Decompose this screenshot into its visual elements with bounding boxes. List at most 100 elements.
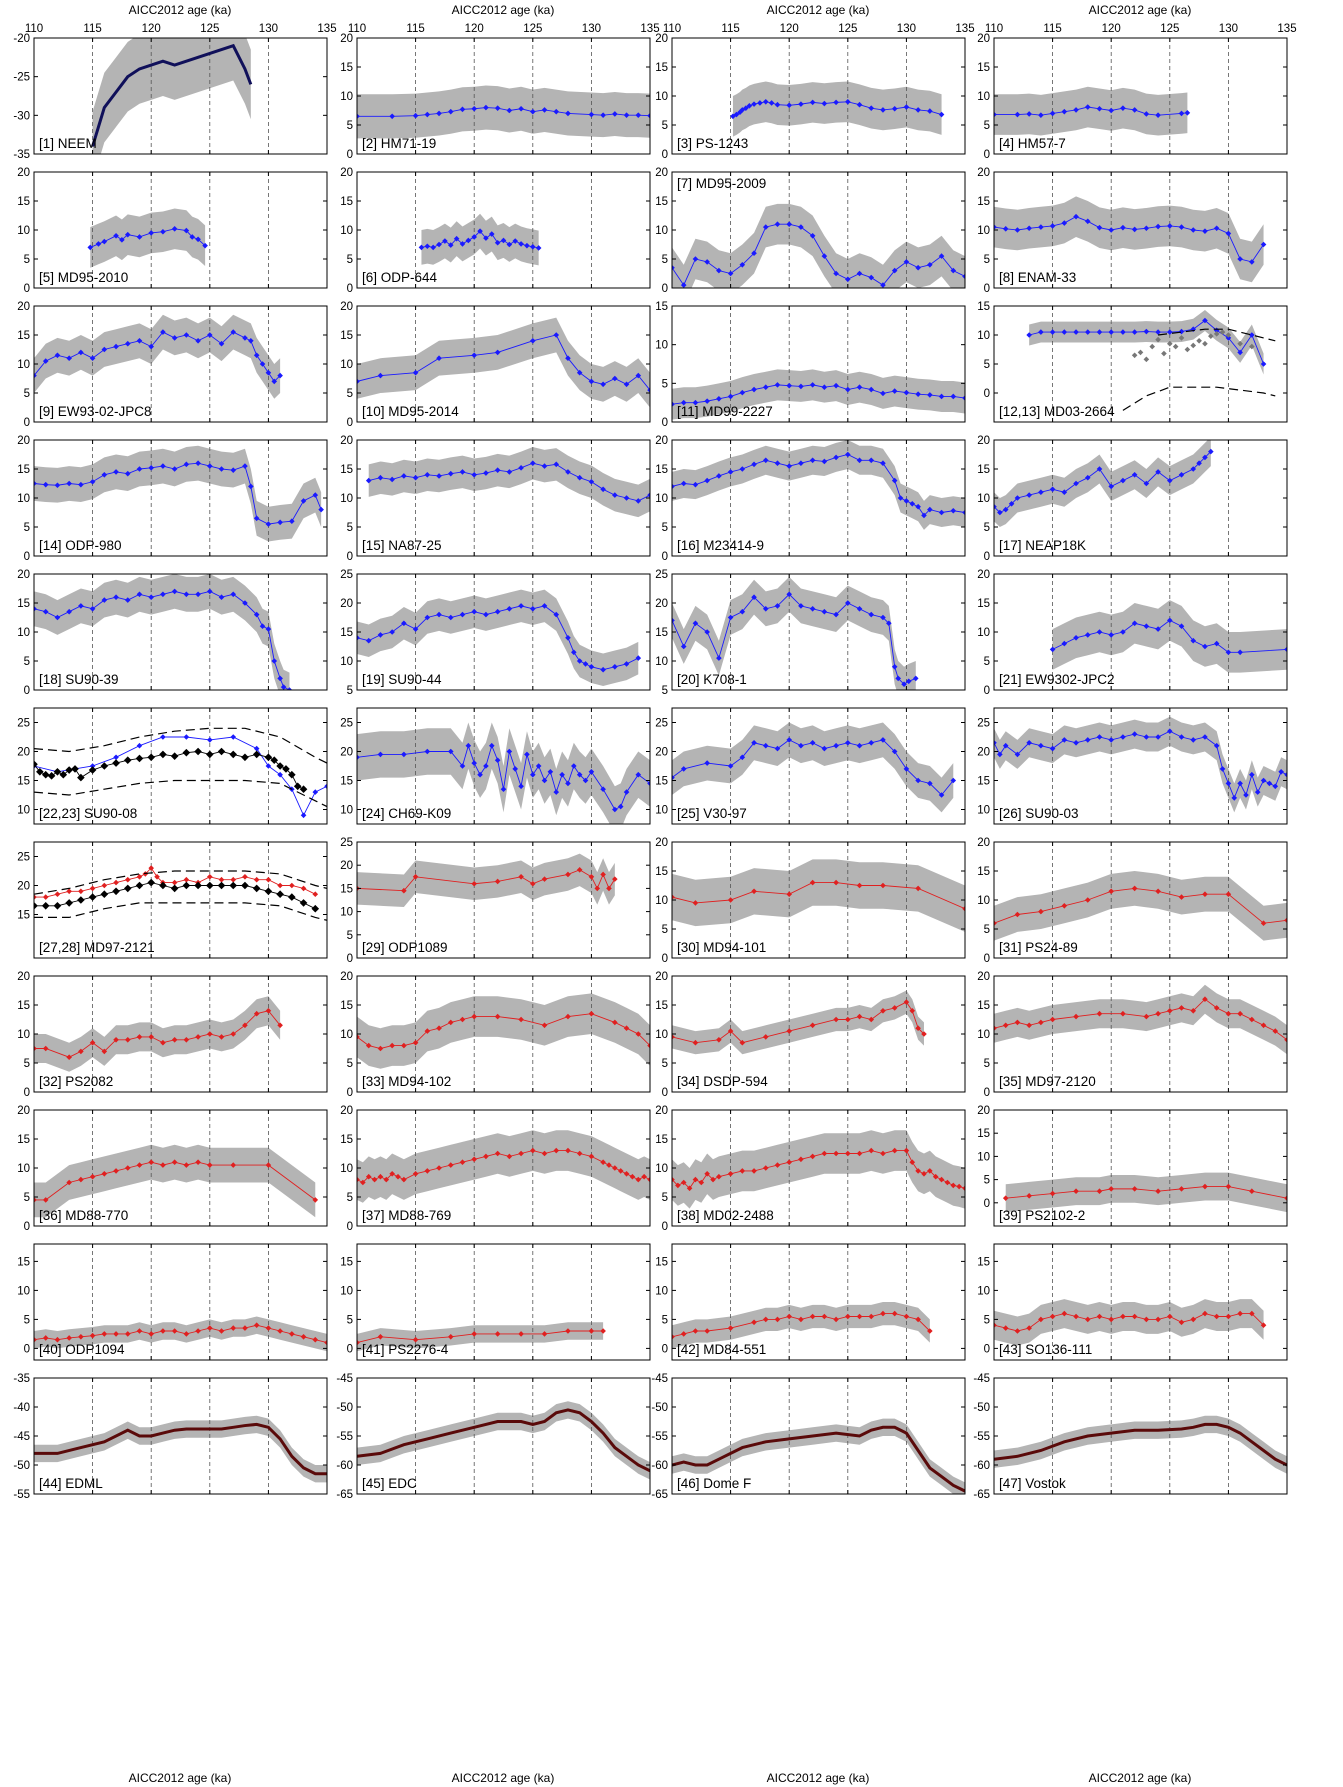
- y-tick-label: 15: [977, 62, 990, 74]
- y-tick-label: 10: [655, 805, 668, 817]
- plot-area: [672, 1378, 965, 1494]
- y-tick-label: 15: [340, 1134, 353, 1146]
- y-tick-label: 25: [17, 718, 30, 730]
- y-tick-label: 20: [17, 301, 30, 313]
- data-point: [483, 763, 489, 769]
- data-point: [1225, 1183, 1232, 1190]
- data-point: [1167, 728, 1173, 734]
- panel-30: 0 5 10 15 20 [30] MD94-101: [655, 837, 966, 965]
- data-point: [253, 876, 260, 883]
- data-point: [891, 388, 898, 394]
- data-point: [1131, 1186, 1138, 1192]
- data-point: [276, 762, 284, 770]
- data-point: [171, 1159, 178, 1165]
- axes-frame: [356, 1243, 651, 1361]
- core-label: [46] Dome F: [677, 1476, 751, 1491]
- data-point: [1108, 483, 1114, 490]
- core-label: [34] DSDP-594: [677, 1074, 768, 1089]
- data-point: [89, 606, 96, 612]
- data-point: [518, 241, 524, 247]
- y-tick-label: 0: [662, 417, 668, 429]
- y-tick-label: 15: [655, 627, 668, 639]
- core-label: [42] MD84-551: [677, 1342, 766, 1357]
- y-tick-label: -45: [651, 1373, 668, 1385]
- core-label: [10] MD95-2014: [362, 404, 459, 419]
- data-point: [1073, 1313, 1079, 1320]
- data-point: [1061, 220, 1068, 226]
- data-point: [41, 902, 50, 910]
- y-tick-label: 10: [655, 1029, 668, 1041]
- y-tick-label: 10: [655, 493, 668, 505]
- data-point: [798, 1156, 804, 1163]
- data-point: [1167, 340, 1173, 347]
- data-point: [623, 495, 630, 501]
- data-point: [289, 518, 295, 524]
- core-label: [25] V30-97: [677, 806, 747, 821]
- data-point: [1002, 1022, 1009, 1029]
- data-point: [1049, 329, 1056, 335]
- data-point: [159, 881, 167, 890]
- series-line: [357, 1408, 650, 1473]
- panel-27: 15 20 25 [27,28] MD97-2121: [17, 841, 328, 959]
- data-point: [962, 905, 965, 912]
- plot-area: [672, 842, 965, 958]
- data-point: [1237, 1310, 1243, 1317]
- plot-area: [1049, 574, 1287, 690]
- data-point: [915, 391, 921, 397]
- panel-26: 10 15 20 25 [26] SU90-03: [977, 707, 1288, 825]
- uncertainty-band: [357, 993, 650, 1069]
- data-point: [112, 887, 120, 896]
- data-point: [600, 112, 606, 118]
- uncertainty-band: [357, 1130, 650, 1203]
- panel-29: 0 5 10 15 20 25 [29] ODP1089: [340, 837, 651, 965]
- data-point: [1225, 335, 1232, 341]
- data-point: [124, 876, 131, 883]
- plot-area: [672, 172, 965, 288]
- data-point: [1049, 486, 1056, 493]
- y-tick-label: 20: [340, 33, 353, 45]
- uncertainty-band: [994, 1299, 1264, 1346]
- data-point: [218, 594, 225, 600]
- data-point: [845, 276, 851, 283]
- core-label: [6] ODP-644: [362, 270, 438, 285]
- y-tick-label: 0: [24, 283, 30, 295]
- plot-area: [357, 1378, 650, 1494]
- data-point: [483, 235, 489, 241]
- x-tick-label: 115: [83, 23, 101, 35]
- bound-line: [34, 870, 327, 895]
- data-point: [1120, 477, 1126, 484]
- data-point: [565, 469, 571, 475]
- core-label: [33] MD94-102: [362, 1074, 451, 1089]
- core-label: [26] SU90-03: [999, 806, 1079, 821]
- data-point: [921, 1031, 927, 1037]
- data-point: [856, 882, 863, 889]
- data-point: [357, 378, 360, 385]
- uncertainty-band: [994, 440, 1211, 527]
- y-tick-label: 20: [655, 167, 668, 179]
- data-point: [833, 1316, 839, 1323]
- data-point: [494, 1150, 501, 1157]
- data-point: [494, 878, 501, 885]
- data-point: [786, 1028, 792, 1034]
- data-point: [739, 262, 746, 268]
- data-point: [66, 608, 72, 615]
- y-tick-label: -55: [651, 1431, 668, 1443]
- panel-21: 0 5 10 15 20 [21] EW9302-JPC2: [977, 569, 1288, 697]
- data-point: [34, 760, 38, 769]
- y-tick-label: 0: [347, 551, 353, 563]
- y-tick-label: 15: [977, 301, 990, 313]
- uncertainty-band: [357, 85, 650, 139]
- data-point: [500, 237, 507, 244]
- y-tick-label: 25: [340, 837, 353, 849]
- data-point: [1155, 888, 1161, 895]
- data-point: [541, 777, 548, 784]
- y-tick-label: 10: [340, 1029, 353, 1041]
- data-point: [1278, 769, 1284, 775]
- data-point: [1190, 1008, 1197, 1014]
- data-point: [588, 664, 595, 670]
- data-point: [588, 1328, 595, 1334]
- y-tick-label: 10: [17, 627, 30, 639]
- data-point: [1155, 734, 1161, 740]
- data-point: [1049, 1016, 1056, 1023]
- data-point: [880, 1310, 886, 1317]
